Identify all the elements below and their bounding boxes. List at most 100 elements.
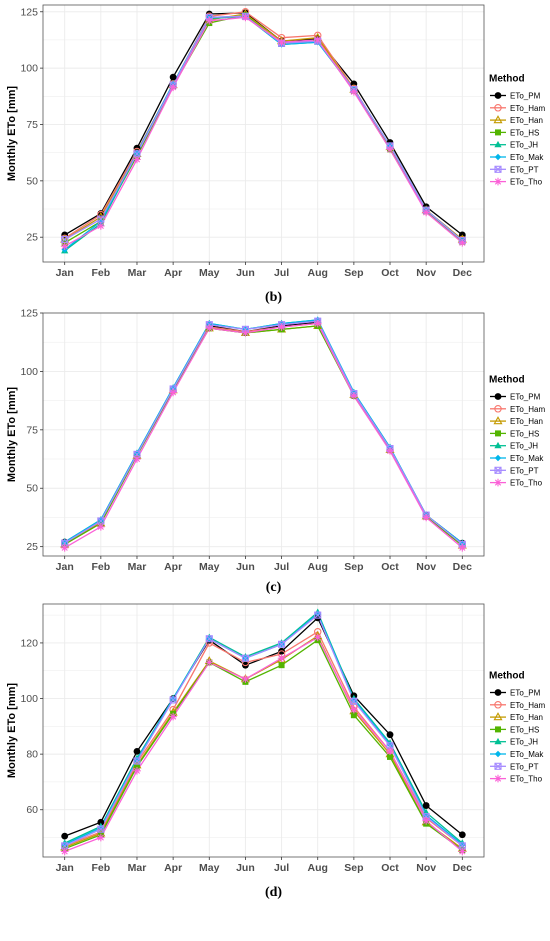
legend-label: ETo_Han [510,417,543,426]
legend-label: ETo_Tho [510,775,543,784]
data-point-ETo_Tho-Jan [60,847,69,856]
plot-border [42,312,485,557]
data-point-ETo_PM-Mar [133,747,141,755]
data-point-ETo_Tho-May [205,324,214,332]
data-point-ETo_Tho-Mar [133,155,141,164]
legend-key-marker [493,115,503,124]
data-point-ETo_Tho-Dec [458,847,467,856]
y-tick-label: 100 [20,63,38,75]
legend-item-ETo_Mak: ETo_Mak [490,153,544,162]
legend-item-ETo_HS: ETo_HS [490,128,539,137]
data-point-ETo_Tho-Jan [60,544,69,552]
data-point-ETo_PM-Oct [386,731,394,739]
legend-label: ETo_PM [510,92,541,101]
legend-key-marker [494,701,502,709]
legend-key-marker [495,726,501,733]
legend-label: ETo_PT [510,466,539,475]
x-tick-label: Sep [344,862,363,874]
data-point-ETo_Tho-Oct [386,145,394,154]
plot-border [42,603,485,858]
panel-label: (d) [265,885,282,900]
x-tick-label: Oct [381,561,399,573]
y-axis-title: Monthly ETo [mm] [6,86,18,181]
data-point-ETo_PT-Feb [97,517,105,525]
x-tick-label: Apr [164,267,182,279]
data-point-ETo_Tho-Feb [97,833,105,842]
x-tick-label: Jul [274,561,289,573]
y-tick-label: 125 [20,6,38,18]
legend-item-ETo_Han: ETo_Han [490,416,543,426]
data-point-ETo_Tho-Apr [169,83,177,92]
x-tick-label: Aug [308,267,328,279]
data-point-ETo_Tho-Feb [97,222,105,230]
legend-item-ETo_HS: ETo_HS [490,725,539,734]
data-point-ETo_Tho-Jun [241,13,250,22]
x-tick-label: Feb [92,862,111,874]
chart-panel-2: 25 50 75 100 125 Jan Feb Mar Apr May Jun Jul Aug Sep O… [6,308,545,596]
series-line-ETo_JH [64,611,463,844]
series-line-ETo_PT [64,320,463,545]
data-point-ETo_HS-Sep [350,712,357,719]
legend-label: ETo_PT [510,762,539,771]
gridlines [43,5,484,262]
legend-item-ETo_PT: ETo_PT [490,165,539,174]
data-point-ETo_PT-Dec [458,842,466,850]
data-point-ETo_Ham-Feb [97,210,105,219]
legend-item-ETo_JH: ETo_JH [490,442,538,451]
y-tick-label: 25 [26,541,38,553]
data-point-ETo_Tho-Oct [386,447,394,455]
series-line-ETo_PT [64,614,463,847]
plot-background [43,313,484,556]
legend-key-marker [494,405,502,413]
x-tick-label: Jul [274,267,289,279]
data-point-ETo_PT-Apr [169,696,177,704]
x-tick-label: Jan [56,267,74,279]
x-tick-label: Sep [344,267,363,279]
legend-item-ETo_Mak: ETo_Mak [490,454,544,463]
chart-panel-3: 60 80 100 120 Jan Feb Mar Apr May Jun Jul Aug Sep Oct… [6,603,545,900]
data-point-ETo_PT-Feb [97,825,105,833]
legend-label: ETo_Han [510,116,543,125]
legend-key-marker [494,689,502,696]
legend-label: ETo_JH [510,442,538,451]
data-point-ETo_Tho-Sep [350,705,358,714]
x-tick-label: Mar [128,561,147,573]
x-tick-label: Jun [236,267,255,279]
data-point-ETo_Tho-Aug [313,633,322,642]
panel-label: (b) [265,290,282,305]
legend-label: ETo_Mak [510,454,544,463]
series-points [60,316,467,552]
legend: Method ETo_PM ETo_Ham ETo_Han ETo_HS ETo_JH ET… [489,74,545,187]
legend-key-marker [494,393,502,400]
y-tick-label: 75 [26,119,38,131]
legend-item-ETo_HS: ETo_HS [490,429,539,438]
data-point-ETo_PM-Feb [97,818,105,826]
data-point-ETo_Tho-Sep [350,87,358,96]
legend-label: ETo_JH [510,141,538,150]
data-point-ETo_Tho-May [205,658,214,667]
legend-item-ETo_Ham: ETo_Ham [490,405,545,414]
legend-key-marker [494,454,502,462]
data-point-ETo_PM-Apr [169,73,177,81]
legend-item-ETo_PT: ETo_PT [490,466,539,475]
legend-key-marker [494,177,502,186]
x-tick-label: May [199,267,220,279]
series-lines [64,11,463,252]
data-point-ETo_Mak-Nov [422,812,430,819]
data-point-ETo_Tho-Aug [313,36,322,44]
data-point-ETo_Tho-Mar [133,767,141,775]
data-point-ETo_Mak-Sep [350,696,358,704]
series-lines [64,611,463,853]
series-line-ETo_HS [64,639,463,851]
legend-item-ETo_Tho: ETo_Tho [490,775,543,784]
legend-item-ETo_PM: ETo_PM [490,393,541,402]
x-tick-label: Apr [164,862,182,874]
data-point-ETo_Tho-May [205,16,214,25]
legend-title: Method [489,671,525,682]
data-point-ETo_Mak-May [206,320,213,327]
legend-key-marker [494,762,502,770]
data-point-ETo_Tho-Jun [241,329,250,337]
data-point-ETo_Tho-Aug [313,319,322,328]
legend-item-ETo_Tho: ETo_Tho [490,479,543,488]
legend-label: ETo_PM [510,689,541,698]
